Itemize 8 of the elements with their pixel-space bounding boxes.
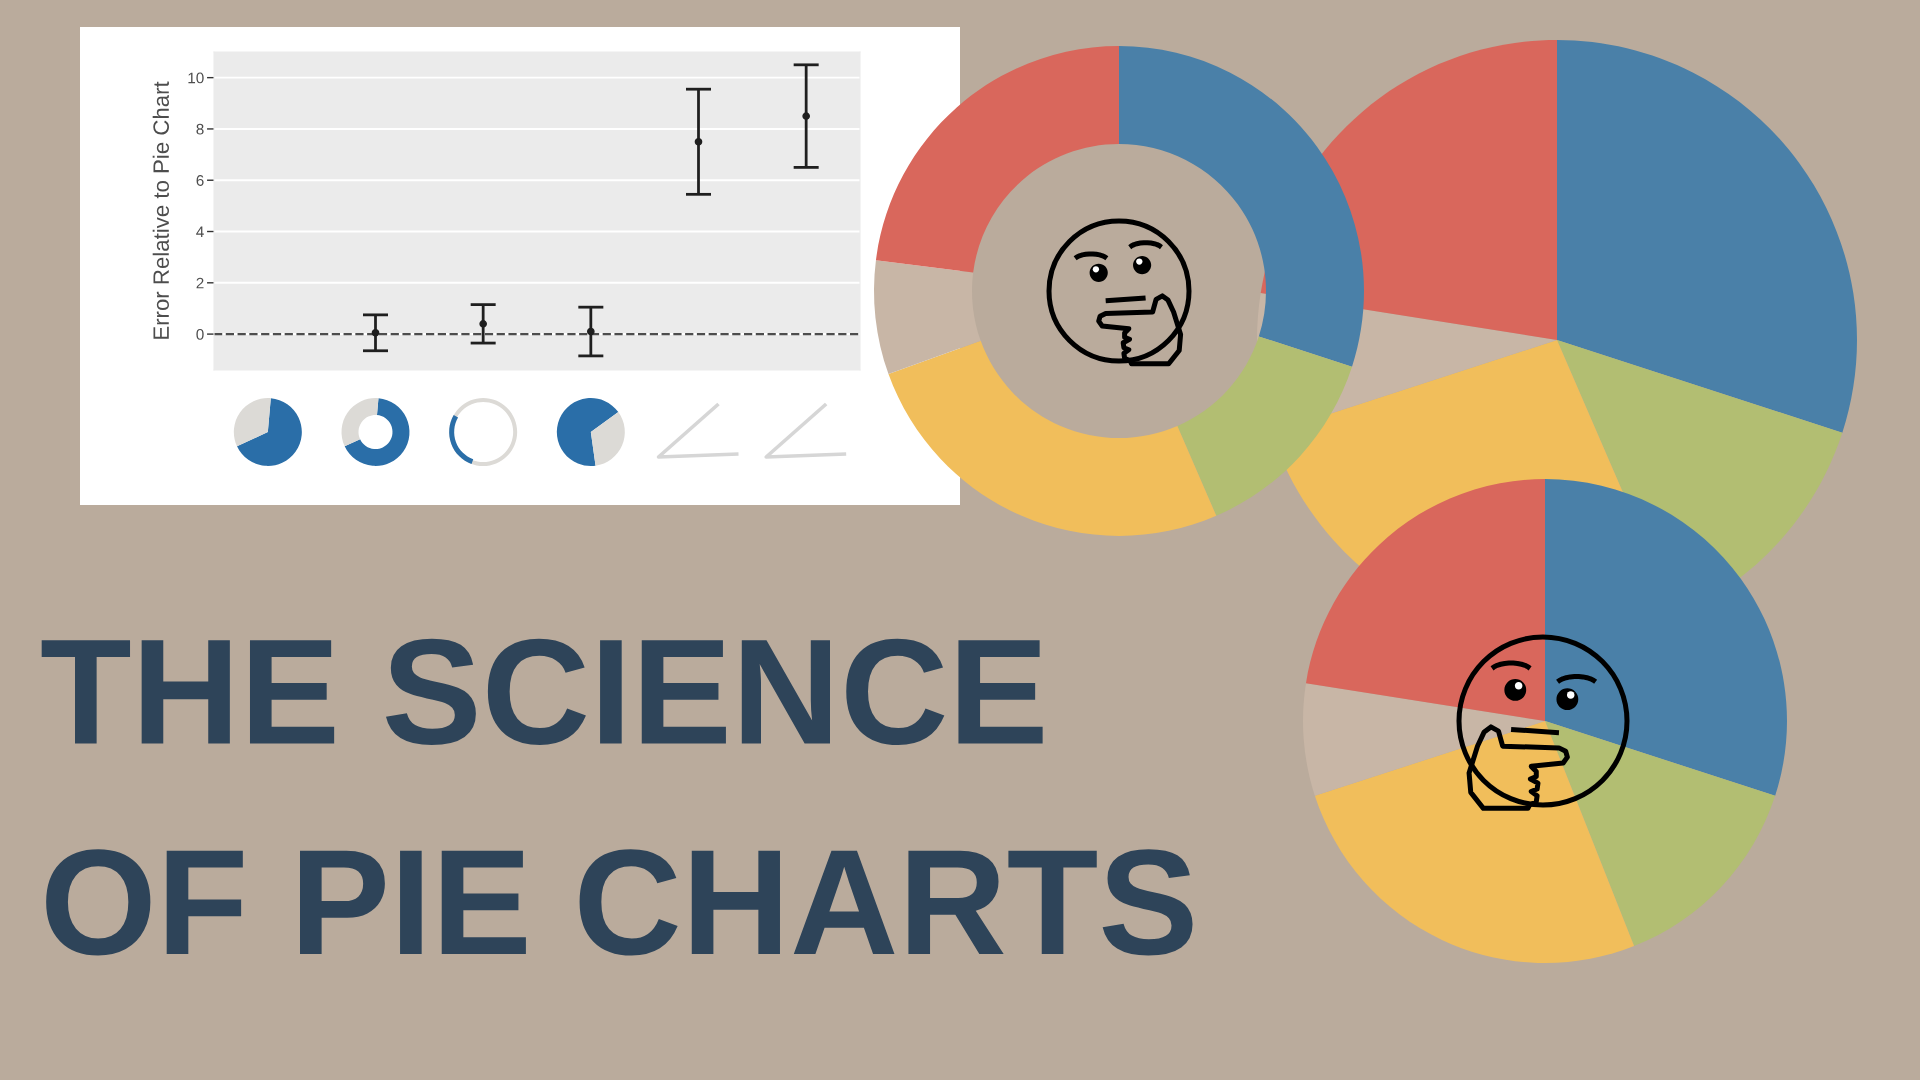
y-tick-label: 4 (196, 226, 204, 238)
y-tick-label: 10 (188, 72, 204, 84)
y-tick-label: 8 (196, 123, 204, 135)
y-tick-label: 2 (196, 277, 204, 289)
text: THE SCIENCE OF PIE CHARTS (41, 638, 1193, 956)
y-tick-label: 0 (196, 328, 204, 340)
y-tick-label: 6 (196, 175, 204, 186)
y-axis-title: Error Relative to Pie Chart (152, 81, 169, 339)
